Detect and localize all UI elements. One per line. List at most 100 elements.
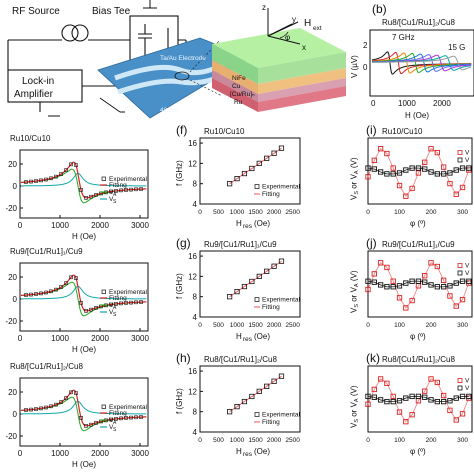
f-data-point	[271, 378, 277, 384]
v-series-point	[447, 293, 453, 299]
panel-b-frame	[369, 29, 474, 97]
v-series-point	[453, 395, 459, 401]
v-series-point	[365, 278, 371, 284]
spectra-frame	[19, 377, 149, 447]
lockin-label-line2: Amplifier	[14, 89, 54, 100]
v-series-point	[390, 398, 396, 405]
axis-phi: φ	[285, 33, 290, 42]
v-ylabel-part: A	[354, 170, 360, 174]
f-ytick: 8	[193, 408, 198, 417]
v-ylabel-part: A	[354, 283, 360, 287]
v-series-point	[365, 174, 371, 180]
v-ylabel-part: or V	[350, 173, 359, 191]
v-series-point	[384, 284, 390, 290]
f-data-point	[249, 165, 255, 172]
f-frame	[199, 365, 301, 433]
v-series-point	[415, 393, 422, 400]
panel-b-curves	[371, 51, 472, 75]
spectra-xtick: 1000	[51, 221, 69, 230]
panel-b-xlabel: H (Oe)	[405, 111, 429, 120]
axes-icon	[267, 8, 301, 45]
v-series-point	[428, 169, 434, 175]
v-series-point	[459, 184, 466, 191]
legend-label: V	[109, 196, 114, 203]
v-series-point	[459, 296, 466, 303]
layer-nife: NiFe	[232, 75, 246, 82]
v-xtick: 300	[457, 209, 468, 216]
f-ytick: 4	[193, 428, 198, 437]
layer-ru: Ru	[234, 99, 243, 106]
f-data-point	[227, 294, 233, 300]
spectra-exp-point	[109, 417, 113, 422]
v-series-point	[390, 171, 396, 177]
f-xtick: 2500	[285, 322, 300, 329]
v-series-point	[440, 398, 447, 405]
f-xtick: 1000	[230, 209, 245, 216]
axis-y: y	[292, 15, 296, 24]
panel-b-xtick-2000: 2000	[433, 99, 451, 108]
spectra-exp-point	[79, 416, 83, 420]
v-series-point	[447, 398, 453, 404]
f-xtick: 1500	[248, 322, 263, 329]
f-ytick: 12	[188, 387, 197, 396]
spectra-exp-point	[49, 404, 53, 409]
spectra-exp-point	[49, 289, 53, 294]
f-xlabel-sub: res	[243, 336, 253, 343]
f-legend-fit: Fitting	[262, 191, 280, 198]
f-xtick: 2000	[267, 437, 282, 444]
f-xtick: 2000	[267, 322, 282, 329]
v-ylabel-part: or V	[350, 401, 359, 419]
f-xtick: 500	[213, 322, 224, 329]
v-xtick: 0	[366, 437, 370, 444]
v-series-point	[377, 260, 384, 266]
spectra-exp-point	[74, 163, 78, 167]
axis-h: H	[304, 18, 311, 29]
f-ytick: 4	[193, 313, 198, 322]
v-series-point	[377, 397, 384, 403]
v-series-point	[403, 395, 409, 401]
v-ylabel-part: A	[354, 398, 360, 402]
f-xtick: 2500	[285, 437, 300, 444]
v-ylabel: VS or VA (V)	[350, 385, 361, 428]
f-data-point	[278, 258, 285, 264]
spectra-exp-point	[64, 396, 68, 400]
v-series-point	[415, 165, 422, 171]
spectra-xtick: 1000	[51, 334, 69, 343]
spectra-exp-point	[39, 291, 43, 296]
f-data-point	[256, 160, 262, 166]
spectra-curve-vs	[21, 285, 147, 300]
scale-label: 40 µm	[160, 107, 178, 114]
spectra-exp-point	[79, 301, 83, 305]
f-panel-title: Ru10/Cu10	[204, 127, 245, 136]
spectra-ytick: 20	[8, 160, 17, 169]
v-series-point	[434, 398, 440, 405]
v-xtick: 100	[394, 322, 405, 329]
spectra-exp-point	[69, 390, 73, 395]
v-ylabel-part: S	[354, 419, 360, 423]
v-legend-va-marker	[457, 157, 463, 163]
spectra-exp-point	[139, 300, 143, 304]
panel-b-ytick-0: 0	[363, 63, 368, 72]
spectra-exp-point	[39, 178, 43, 183]
legend-sub: A	[113, 305, 117, 311]
f-data-point	[249, 278, 255, 285]
spectra-exp-point	[94, 306, 98, 310]
spectra-exp-point	[94, 193, 98, 197]
v-legend-vs: V	[465, 263, 470, 270]
spectra-ytick: 20	[8, 388, 17, 397]
f-xtick: 1500	[248, 209, 263, 216]
spectra-ytick: -20	[5, 317, 17, 326]
f-xtick: 0	[198, 322, 202, 329]
spectra-curve-fit	[20, 389, 147, 427]
legend-label: Fitting	[109, 410, 127, 417]
v-series-point	[371, 279, 377, 285]
spectra-exp-point	[94, 421, 98, 425]
spectra-curve-vs	[21, 400, 147, 415]
v-series-point	[409, 185, 415, 192]
spectra-curve-fit	[20, 161, 147, 199]
v-series-point	[422, 394, 428, 400]
v-panel-title: Ru10/Cu10	[382, 127, 423, 136]
spectra-exp-point	[69, 162, 73, 167]
v-series-point	[440, 171, 447, 177]
legend-label: V	[109, 309, 114, 316]
